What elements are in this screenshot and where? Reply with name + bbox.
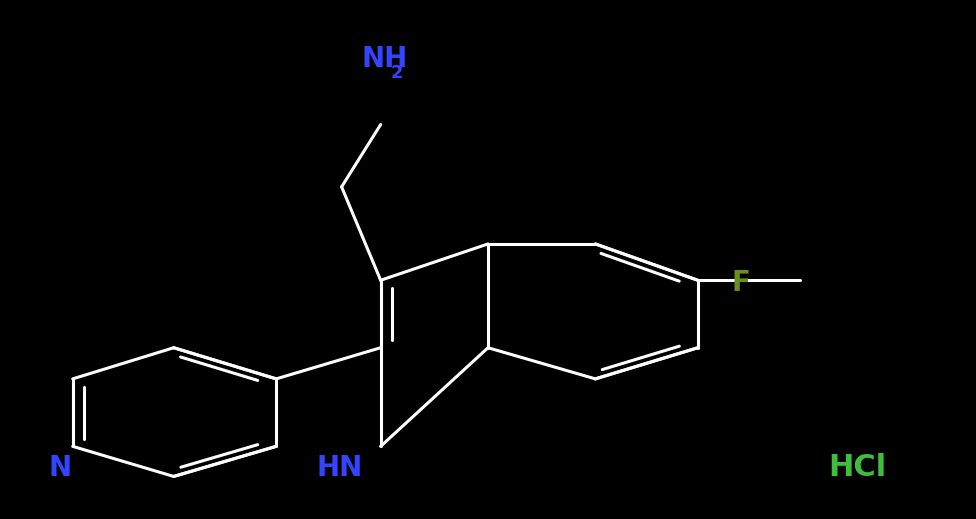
Text: 2: 2: [390, 64, 403, 82]
Text: F: F: [732, 269, 751, 297]
Text: HN: HN: [316, 454, 363, 482]
Text: HCl: HCl: [828, 453, 886, 482]
Text: N: N: [49, 454, 72, 482]
Text: NH: NH: [361, 45, 407, 73]
